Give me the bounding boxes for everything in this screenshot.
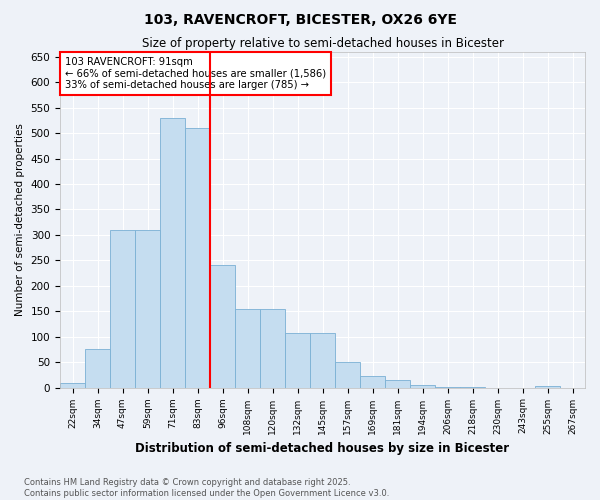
X-axis label: Distribution of semi-detached houses by size in Bicester: Distribution of semi-detached houses by … (136, 442, 509, 455)
Bar (60, 384, 85, 388)
Bar (110, 230, 135, 388)
Bar (435, 386, 460, 388)
Text: Contains HM Land Registry data © Crown copyright and database right 2025.
Contai: Contains HM Land Registry data © Crown c… (24, 478, 389, 498)
Bar (135, 230, 160, 388)
Bar (410, 385, 435, 388)
Title: Size of property relative to semi-detached houses in Bicester: Size of property relative to semi-detach… (142, 38, 503, 51)
Bar (285, 332, 310, 388)
Bar (160, 118, 185, 388)
Bar (260, 308, 285, 388)
Bar (85, 350, 110, 388)
Bar (360, 376, 385, 388)
Bar (335, 362, 360, 388)
Bar (535, 386, 560, 388)
Bar (460, 387, 485, 388)
Y-axis label: Number of semi-detached properties: Number of semi-detached properties (15, 123, 25, 316)
Bar (210, 266, 235, 388)
Bar (185, 128, 210, 388)
Bar (235, 308, 260, 388)
Text: 103 RAVENCROFT: 91sqm
← 66% of semi-detached houses are smaller (1,586)
33% of s: 103 RAVENCROFT: 91sqm ← 66% of semi-deta… (65, 56, 326, 90)
Text: 103, RAVENCROFT, BICESTER, OX26 6YE: 103, RAVENCROFT, BICESTER, OX26 6YE (143, 12, 457, 26)
Bar (310, 332, 335, 388)
Bar (385, 380, 410, 388)
